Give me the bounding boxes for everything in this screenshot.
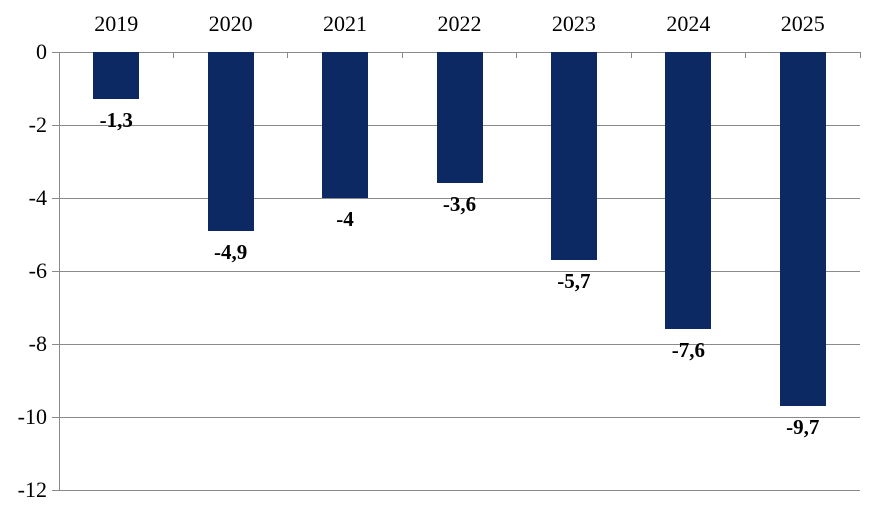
bar-value-label: -1,3 [99, 108, 133, 133]
gridline [59, 343, 860, 345]
x-axis-tick [859, 52, 861, 58]
category-label: 2024 [666, 11, 711, 36]
bar [779, 52, 826, 407]
gridline [59, 489, 860, 491]
x-axis-tick [516, 52, 518, 58]
y-tick-label: -12 [17, 477, 47, 502]
bar [436, 52, 483, 184]
category-label: 2022 [437, 11, 482, 36]
gridline [59, 416, 860, 418]
bar-value-label: -3,6 [442, 192, 477, 217]
y-axis-line [59, 52, 60, 490]
bar-value-label: -5,7 [557, 269, 591, 294]
y-tick-label: -8 [28, 331, 47, 356]
bar-value-label: -9,7 [786, 415, 820, 440]
category-label: 2020 [208, 11, 253, 36]
y-axis-tick [52, 416, 59, 418]
x-axis-tick [172, 52, 174, 58]
x-axis-tick [630, 52, 632, 58]
bar-value-label: -4,9 [214, 239, 248, 264]
y-tick-label: -6 [28, 258, 47, 283]
bar [207, 52, 254, 231]
category-label: 2025 [780, 11, 825, 36]
bar [665, 52, 712, 330]
y-axis-tick [52, 489, 59, 491]
category-label: 2021 [323, 11, 368, 36]
x-axis-tick [58, 52, 60, 58]
y-tick-label: -10 [17, 404, 47, 429]
x-axis-tick [287, 52, 289, 58]
category-label: 2019 [94, 11, 139, 36]
bar [322, 52, 369, 198]
y-axis-tick [52, 270, 59, 272]
y-tick-label: 0 [36, 39, 47, 64]
bar-value-label: -7,6 [671, 338, 705, 363]
y-tick-label: -2 [28, 112, 47, 137]
bar-value-label: -4 [336, 207, 354, 231]
y-axis-tick [52, 197, 59, 199]
bar [93, 52, 140, 100]
gridline [59, 270, 860, 272]
y-axis-tick [52, 51, 59, 53]
x-axis-tick [745, 52, 747, 58]
bar [550, 52, 597, 261]
y-axis-tick [52, 343, 59, 345]
y-axis-tick [52, 124, 59, 126]
y-tick-label: -4 [28, 185, 47, 210]
x-axis-tick [401, 52, 403, 58]
category-label: 2023 [551, 11, 596, 36]
gridline [59, 197, 860, 199]
